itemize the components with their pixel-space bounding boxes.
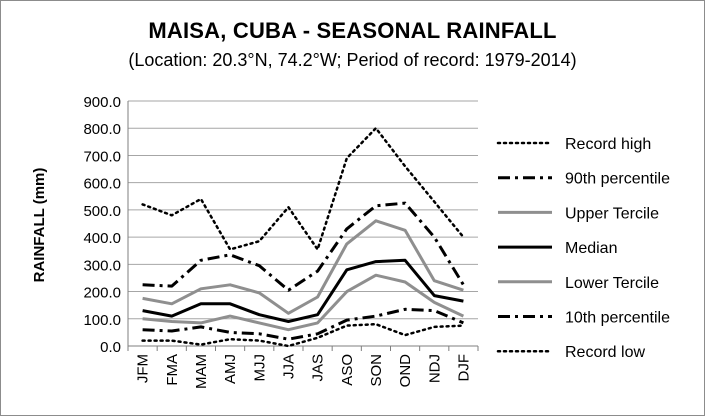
x-tick-label: OND [397, 354, 414, 388]
legend: Record high 90th percentile Upper Tercile M… [496, 136, 670, 361]
chart-title: MAISA, CUBA - SEASONAL RAINFALL [148, 18, 557, 43]
y-tick-label: 900.0 [83, 94, 121, 111]
series-line-record-high [141, 126, 465, 251]
x-tick-label: MJJ [251, 354, 268, 382]
legend-label-record-high: Record high [565, 136, 651, 153]
y-tick-label: 100.0 [83, 312, 121, 329]
y-tick-label: 0.0 [100, 339, 121, 356]
x-tick-label: JAS [310, 354, 327, 382]
y-tick-label: 300.0 [83, 257, 121, 274]
y-tick-label: 200.0 [83, 285, 121, 302]
legend-label-upper-tercile: Upper Tercile [565, 205, 659, 222]
x-tick-label: JJA [280, 354, 297, 379]
grid-lines [128, 100, 478, 320]
series-line-median [142, 258, 464, 323]
series-line-record-low [141, 322, 465, 348]
legend-label-median: Median [565, 240, 617, 257]
x-tick-label: NDJ [426, 354, 443, 383]
y-tick-label: 800.0 [83, 121, 121, 138]
series-lines [141, 126, 465, 348]
x-tick-labels: JFM FMA MAM AMJ MJJ JJA JAS ASO SON OND NDJ DJF [135, 354, 473, 389]
legend-label-record-low: Record low [565, 344, 645, 361]
series-line-90th-percentile [142, 201, 465, 292]
y-tick-label: 700.0 [83, 148, 121, 165]
legend-label-90th-percentile: 90th percentile [565, 171, 670, 188]
legend-label-10th-percentile: 10th percentile [565, 310, 670, 327]
axes [127, 101, 479, 351]
x-tick-label: FMA [164, 354, 181, 386]
x-tick-label: SON [368, 354, 385, 387]
chart-subtitle: (Location: 20.3°N, 74.2°W; Period of rec… [128, 50, 577, 70]
x-tick-label: MAM [193, 354, 210, 389]
legend-label-lower-tercile: Lower Tercile [565, 275, 659, 292]
x-tick-label: JFM [135, 354, 152, 383]
series-line-10th-percentile [142, 307, 464, 341]
series-line-upper-tercile [142, 219, 464, 315]
x-tick-label: AMJ [222, 354, 239, 384]
x-tick-label: DJF [455, 354, 472, 382]
x-tick-label: ASO [339, 354, 356, 386]
series-line-lower-tercile [142, 273, 465, 332]
y-axis-label: RAINFALL (mm) [31, 168, 48, 283]
y-tick-label: 600.0 [83, 176, 121, 193]
y-tick-label: 500.0 [83, 203, 121, 220]
y-tick-label: 400.0 [83, 230, 121, 247]
y-tick-labels: 0.0 100.0 200.0 300.0 400.0 500.0 600.0 700.0 80… [83, 94, 121, 356]
